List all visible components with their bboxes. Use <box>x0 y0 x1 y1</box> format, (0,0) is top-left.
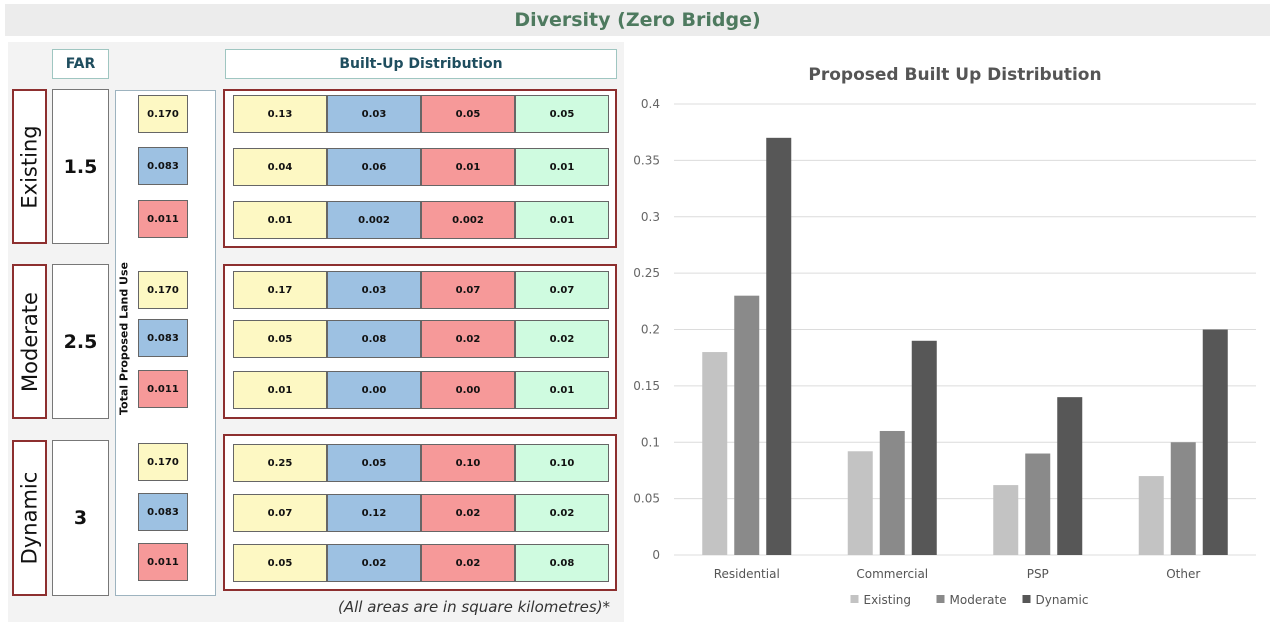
distribution-cell: 0.08 <box>515 544 609 582</box>
y-tick-label: 0.3 <box>641 210 660 224</box>
distribution-cell: 0.07 <box>515 271 609 309</box>
distribution-cell: 0.10 <box>421 444 515 482</box>
distribution-cell: 0.02 <box>421 544 515 582</box>
distribution-cell: 0.01 <box>515 201 609 239</box>
far-header: FAR <box>52 49 109 79</box>
distribution-cell: 0.02 <box>515 320 609 358</box>
legend-swatch <box>936 595 945 603</box>
x-tick-label: PSP <box>1027 567 1049 581</box>
distribution-cell: 0.05 <box>421 95 515 133</box>
scenario-name: Existing <box>17 124 42 209</box>
bar <box>1057 397 1083 555</box>
distribution-cell: 0.07 <box>233 494 327 532</box>
distribution-cell: 0.01 <box>233 201 327 239</box>
y-tick-label: 0.4 <box>641 97 660 111</box>
distribution-cell: 0.01 <box>515 148 609 186</box>
scenario-existing-label: Existing <box>12 89 47 244</box>
distribution-group-existing: 0.13 0.03 0.05 0.05 0.04 0.06 0.01 0.01 … <box>223 89 617 248</box>
total-cell: 0.083 <box>138 319 188 357</box>
distribution-cell: 0.05 <box>327 444 421 482</box>
distribution-cell: 0.002 <box>421 201 515 239</box>
bar <box>734 295 760 555</box>
far-dynamic: 3 <box>52 440 109 596</box>
distribution-cell: 0.04 <box>233 148 327 186</box>
distribution-cell: 0.07 <box>421 271 515 309</box>
y-tick-label: 0.2 <box>641 323 660 337</box>
distribution-cell: 0.05 <box>233 544 327 582</box>
far-existing: 1.5 <box>52 89 109 244</box>
distribution-cell: 0.08 <box>327 320 421 358</box>
bar <box>879 430 905 555</box>
y-tick-label: 0.05 <box>633 492 660 506</box>
scenario-dynamic-label: Dynamic <box>12 440 47 596</box>
y-tick-label: 0.15 <box>633 379 660 393</box>
total-cell: 0.083 <box>138 147 188 185</box>
distribution-cell: 0.03 <box>327 271 421 309</box>
y-tick-label: 0.1 <box>641 435 660 449</box>
far-moderate: 2.5 <box>52 264 109 419</box>
distribution-cell: 0.00 <box>327 371 421 409</box>
legend-label: Dynamic <box>1036 593 1089 607</box>
legend-label: Existing <box>864 593 912 607</box>
distribution-cell: 0.10 <box>515 444 609 482</box>
x-tick-label: Commercial <box>856 567 928 581</box>
page-title: Diversity (Zero Bridge) <box>514 9 761 31</box>
x-tick-label: Residential <box>714 567 780 581</box>
distribution-cell: 0.13 <box>233 95 327 133</box>
legend-swatch <box>1022 595 1031 603</box>
page-title-bar: Diversity (Zero Bridge) <box>5 4 1270 36</box>
bar <box>1170 442 1196 555</box>
chart-title: Proposed Built Up Distribution <box>808 65 1101 85</box>
distribution-cell: 0.05 <box>233 320 327 358</box>
bar <box>1202 329 1228 555</box>
scenario-name: Moderate <box>17 291 42 392</box>
distribution-cell: 0.00 <box>421 371 515 409</box>
distribution-cell: 0.02 <box>515 494 609 532</box>
x-tick-label: Other <box>1166 567 1200 581</box>
distribution-cell: 0.05 <box>515 95 609 133</box>
bar <box>1025 453 1051 555</box>
legend-label: Moderate <box>950 593 1007 607</box>
scenario-name: Dynamic <box>17 471 42 565</box>
total-cell: 0.083 <box>138 493 188 531</box>
distribution-cell: 0.01 <box>421 148 515 186</box>
total-cell: 0.170 <box>138 95 188 133</box>
legend-swatch <box>850 595 859 603</box>
y-tick-label: 0.35 <box>633 153 660 167</box>
distribution-cell: 0.06 <box>327 148 421 186</box>
total-cell: 0.011 <box>138 370 188 408</box>
bar <box>702 352 728 555</box>
built-up-bar-chart: Proposed Built Up Distribution 0 0.05 0.1 0.… <box>633 65 1256 607</box>
distribution-cell: 0.02 <box>327 544 421 582</box>
total-cell: 0.011 <box>138 200 188 238</box>
distribution-cell: 0.12 <box>327 494 421 532</box>
bar <box>847 451 873 555</box>
y-tick-label: 0.25 <box>633 266 660 280</box>
distribution-cell: 0.02 <box>421 320 515 358</box>
y-tick-label: 0 <box>652 548 660 562</box>
total-cell: 0.170 <box>138 443 188 481</box>
distribution-cell: 0.01 <box>515 371 609 409</box>
bar <box>993 485 1019 555</box>
total-cell: 0.170 <box>138 271 188 309</box>
bar <box>1138 476 1164 555</box>
distribution-group-moderate: 0.17 0.03 0.07 0.07 0.05 0.08 0.02 0.02 … <box>223 264 617 419</box>
units-note: (All areas are in square kilometres)* <box>338 598 611 616</box>
distribution-cell: 0.02 <box>421 494 515 532</box>
distribution-cell: 0.01 <box>233 371 327 409</box>
land-use-label: Total Proposed Land Use <box>117 262 131 415</box>
distribution-cell: 0.17 <box>233 271 327 309</box>
distribution-cell: 0.002 <box>327 201 421 239</box>
bar <box>911 340 937 555</box>
distribution-header: Built-Up Distribution <box>225 49 617 79</box>
bar <box>766 137 792 555</box>
total-cell: 0.011 <box>138 543 188 581</box>
distribution-cell: 0.03 <box>327 95 421 133</box>
distribution-cell: 0.25 <box>233 444 327 482</box>
distribution-group-dynamic: 0.25 0.05 0.10 0.10 0.07 0.12 0.02 0.02 … <box>223 434 617 591</box>
scenario-moderate-label: Moderate <box>12 264 47 419</box>
